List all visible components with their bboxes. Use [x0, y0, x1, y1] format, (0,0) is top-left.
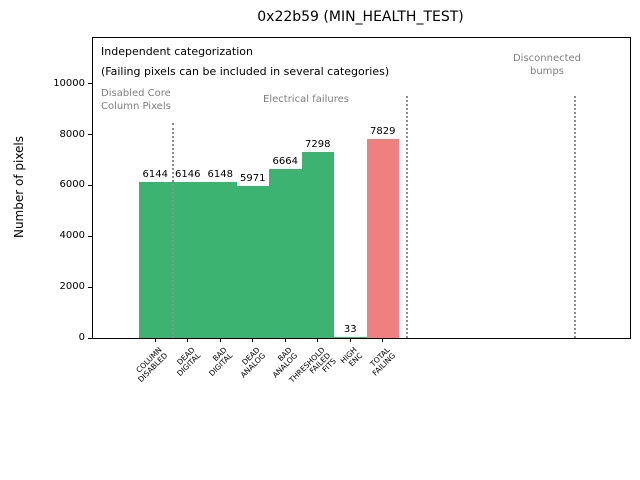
y-tick [88, 337, 92, 339]
bar [172, 182, 204, 338]
x-tick [284, 338, 286, 342]
y-tick [88, 83, 92, 85]
x-tick-label: COLUMN DISABLED [134, 345, 170, 385]
x-tick-label: HIGH ENC [338, 345, 365, 369]
chart-title: 0x22b59 (MIN_HEALTH_TEST) [257, 9, 464, 25]
bar-value-label: 6144 [142, 169, 168, 180]
annotation-independent-categorization: Independent categorization [101, 45, 253, 58]
x-tick [317, 338, 319, 342]
annotation-disabled-core-column-pixels: Disabled Core Column Pixels [101, 88, 171, 112]
bar [237, 186, 269, 338]
x-tick [219, 338, 221, 342]
bar-value-label: 5971 [240, 173, 266, 184]
plot-area: 6144 COLUMN DISABLED 6146 DEAD DIGITAL 6148 BAD… [53, 37, 631, 384]
bar-value-label: 7298 [305, 139, 331, 150]
bar [334, 337, 367, 338]
y-tick-label: 0 [78, 332, 85, 343]
bar-value-label: 6148 [207, 169, 233, 180]
x-tick [154, 338, 156, 342]
y-tick-label: 2000 [59, 281, 85, 293]
y-tick-label: 4000 [59, 230, 85, 242]
x-tick-label: DEAD ANALOG [238, 345, 268, 380]
bar-value-label: 33 [343, 324, 357, 335]
x-tick-label: TOTAL FAILING [368, 345, 398, 378]
y-tick [88, 134, 92, 136]
y-tick [88, 184, 92, 186]
bar [139, 182, 172, 338]
bar [302, 152, 334, 338]
y-tick-label: 6000 [59, 179, 85, 191]
annotation-categories-note: (Failing pixels can be included in sever… [101, 65, 390, 78]
x-tick-label: BAD DIGITAL [207, 345, 235, 379]
x-tick [252, 338, 254, 342]
y-tick [88, 235, 92, 237]
bar-value-label: 6664 [272, 156, 298, 167]
bar [204, 182, 237, 338]
x-tick [349, 338, 351, 342]
y-tick-label: 10000 [53, 77, 85, 89]
bar-value-label: 7829 [370, 126, 396, 137]
bar-value-label: 6146 [175, 169, 201, 180]
y-tick [88, 286, 92, 288]
separator-line [172, 123, 174, 338]
y-axis-label: Number of pixels [12, 135, 26, 239]
annotation-disconnected-bumps: Disconnected bumps [512, 53, 582, 77]
bar [269, 169, 302, 338]
separator-line [574, 96, 576, 338]
x-tick [187, 338, 189, 342]
bar [367, 139, 399, 338]
annotation-electrical-failures: Electrical failures [263, 94, 349, 105]
y-tick-label: 8000 [59, 128, 85, 140]
x-tick-label: DEAD DIGITAL [174, 345, 203, 379]
separator-line [406, 96, 408, 338]
x-tick [382, 338, 384, 342]
